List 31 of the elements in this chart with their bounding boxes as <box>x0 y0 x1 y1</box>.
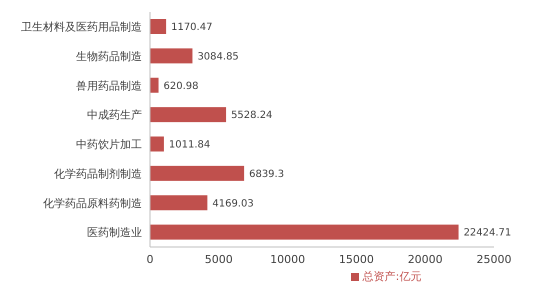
data-label: 6839.3 <box>249 168 284 180</box>
x-tick-label: 5000 <box>204 252 233 266</box>
bar <box>150 166 244 181</box>
bar <box>150 78 159 93</box>
x-tick-label: 0 <box>146 252 154 266</box>
y-tick-label: 化学药品制剂制造 <box>54 167 142 180</box>
x-tick-label: 10000 <box>270 252 306 266</box>
y-tick-label: 医药制造业 <box>87 226 142 240</box>
data-label: 5528.24 <box>231 110 272 122</box>
y-tick-label: 生物药品制造 <box>76 50 142 63</box>
x-tick-label: 15000 <box>338 252 374 266</box>
y-tick-label: 卫生材料及医药用品制造 <box>21 20 142 34</box>
y-tick-label: 中成药生产 <box>87 108 142 122</box>
bar <box>150 224 459 240</box>
bar <box>150 48 192 64</box>
bar <box>150 195 208 210</box>
data-label: 1011.84 <box>168 140 210 151</box>
data-label: 1170.47 <box>171 22 212 34</box>
bar <box>150 136 164 152</box>
y-tick-label: 化学药品原料药制造 <box>43 196 142 210</box>
data-label: 3084.85 <box>197 51 239 62</box>
data-label: 22424.71 <box>464 228 512 239</box>
x-tick-label: 20000 <box>408 252 443 266</box>
data-label: 620.98 <box>164 80 199 92</box>
x-tick-label: 25000 <box>476 252 512 266</box>
y-tick-label: 兽用药品制造 <box>76 79 142 92</box>
y-tick-label: 中药饮片加工 <box>76 138 142 152</box>
data-label: 4169.03 <box>212 198 254 210</box>
bar <box>150 19 166 34</box>
bar <box>150 107 226 122</box>
legend-label: 总资产:亿元 <box>362 270 422 283</box>
